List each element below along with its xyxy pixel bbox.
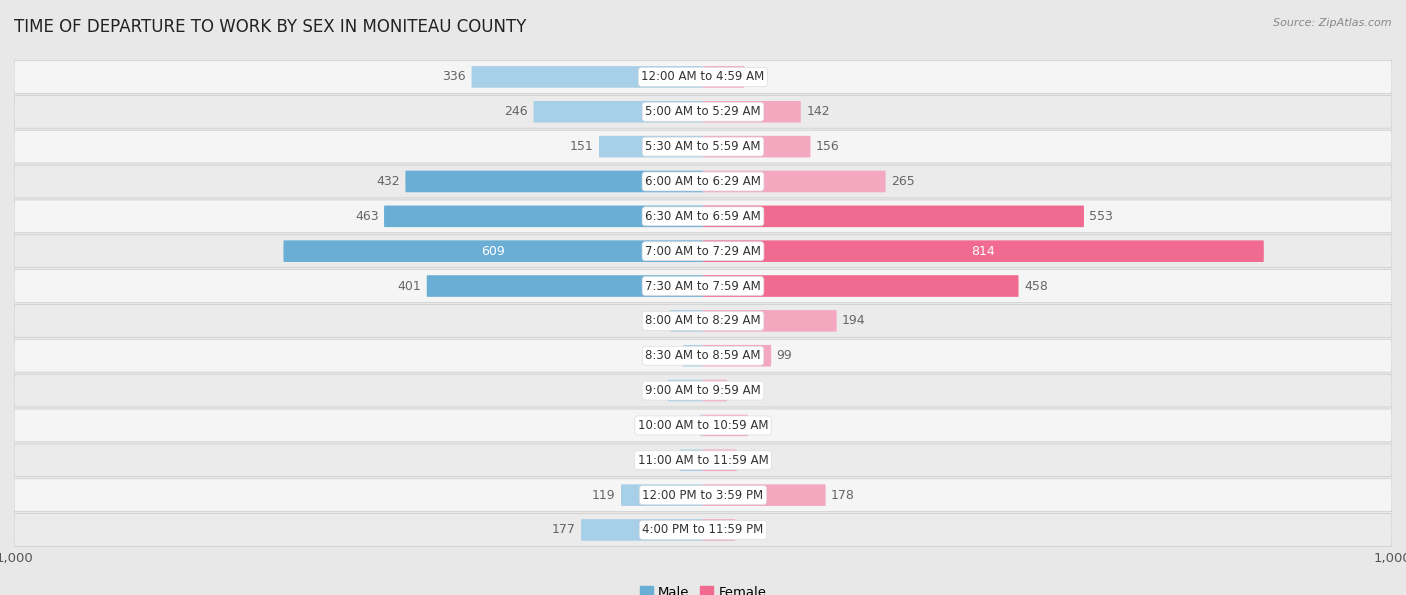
Text: 51: 51 <box>647 384 662 397</box>
Text: 458: 458 <box>1024 280 1047 293</box>
Text: 99: 99 <box>776 349 793 362</box>
FancyBboxPatch shape <box>14 270 1392 302</box>
Text: 60: 60 <box>749 70 766 83</box>
FancyBboxPatch shape <box>703 136 810 158</box>
Text: 432: 432 <box>377 175 399 188</box>
Text: 5:00 AM to 5:29 AM: 5:00 AM to 5:29 AM <box>645 105 761 118</box>
Text: 142: 142 <box>807 105 830 118</box>
Text: 401: 401 <box>398 280 422 293</box>
FancyBboxPatch shape <box>703 449 737 471</box>
Text: 265: 265 <box>891 175 915 188</box>
Text: 9:00 AM to 9:59 AM: 9:00 AM to 9:59 AM <box>645 384 761 397</box>
Text: 177: 177 <box>551 524 575 537</box>
FancyBboxPatch shape <box>703 345 772 367</box>
Text: 7:30 AM to 7:59 AM: 7:30 AM to 7:59 AM <box>645 280 761 293</box>
FancyBboxPatch shape <box>14 130 1392 163</box>
FancyBboxPatch shape <box>14 235 1392 268</box>
FancyBboxPatch shape <box>14 513 1392 546</box>
FancyBboxPatch shape <box>14 409 1392 442</box>
FancyBboxPatch shape <box>14 61 1392 93</box>
FancyBboxPatch shape <box>683 345 703 367</box>
FancyBboxPatch shape <box>284 240 703 262</box>
FancyBboxPatch shape <box>703 66 744 87</box>
Text: TIME OF DEPARTURE TO WORK BY SEX IN MONITEAU COUNTY: TIME OF DEPARTURE TO WORK BY SEX IN MONI… <box>14 18 526 36</box>
FancyBboxPatch shape <box>14 200 1392 233</box>
Text: 11:00 AM to 11:59 AM: 11:00 AM to 11:59 AM <box>638 454 768 466</box>
Text: 814: 814 <box>972 245 995 258</box>
Text: 47: 47 <box>741 524 756 537</box>
FancyBboxPatch shape <box>703 310 837 331</box>
Text: 12:00 PM to 3:59 PM: 12:00 PM to 3:59 PM <box>643 488 763 502</box>
FancyBboxPatch shape <box>703 171 886 192</box>
Text: 65: 65 <box>754 419 769 432</box>
FancyBboxPatch shape <box>703 240 1264 262</box>
FancyBboxPatch shape <box>703 205 1084 227</box>
FancyBboxPatch shape <box>703 101 801 123</box>
FancyBboxPatch shape <box>14 165 1392 198</box>
FancyBboxPatch shape <box>384 205 703 227</box>
Legend: Male, Female: Male, Female <box>634 580 772 595</box>
Text: 7:00 AM to 7:29 AM: 7:00 AM to 7:29 AM <box>645 245 761 258</box>
FancyBboxPatch shape <box>405 171 703 192</box>
Text: 8:00 AM to 8:29 AM: 8:00 AM to 8:29 AM <box>645 314 761 327</box>
FancyBboxPatch shape <box>668 380 703 402</box>
FancyBboxPatch shape <box>14 374 1392 407</box>
FancyBboxPatch shape <box>14 339 1392 372</box>
Text: 10:00 AM to 10:59 AM: 10:00 AM to 10:59 AM <box>638 419 768 432</box>
FancyBboxPatch shape <box>14 95 1392 128</box>
FancyBboxPatch shape <box>599 136 703 158</box>
Text: 336: 336 <box>443 70 465 83</box>
FancyBboxPatch shape <box>700 415 703 436</box>
Text: 4:00 PM to 11:59 PM: 4:00 PM to 11:59 PM <box>643 524 763 537</box>
FancyBboxPatch shape <box>703 380 727 402</box>
FancyBboxPatch shape <box>581 519 703 541</box>
Text: 463: 463 <box>354 210 378 223</box>
FancyBboxPatch shape <box>471 66 703 87</box>
FancyBboxPatch shape <box>621 484 703 506</box>
Text: 553: 553 <box>1090 210 1114 223</box>
Text: 4: 4 <box>688 419 695 432</box>
Text: 5:30 AM to 5:59 AM: 5:30 AM to 5:59 AM <box>645 140 761 153</box>
FancyBboxPatch shape <box>427 275 703 297</box>
Text: 48: 48 <box>648 314 665 327</box>
Text: 151: 151 <box>569 140 593 153</box>
Text: 8:30 AM to 8:59 AM: 8:30 AM to 8:59 AM <box>645 349 761 362</box>
Text: 246: 246 <box>505 105 529 118</box>
Text: 29: 29 <box>662 349 678 362</box>
FancyBboxPatch shape <box>14 479 1392 512</box>
Text: 119: 119 <box>592 488 616 502</box>
Text: 609: 609 <box>481 245 505 258</box>
FancyBboxPatch shape <box>703 519 735 541</box>
Text: 194: 194 <box>842 314 866 327</box>
Text: 34: 34 <box>658 454 673 466</box>
FancyBboxPatch shape <box>14 305 1392 337</box>
FancyBboxPatch shape <box>14 444 1392 477</box>
Text: 35: 35 <box>733 384 748 397</box>
FancyBboxPatch shape <box>703 275 1018 297</box>
Text: 6:30 AM to 6:59 AM: 6:30 AM to 6:59 AM <box>645 210 761 223</box>
Text: 12:00 AM to 4:59 AM: 12:00 AM to 4:59 AM <box>641 70 765 83</box>
FancyBboxPatch shape <box>703 484 825 506</box>
Text: 6:00 AM to 6:29 AM: 6:00 AM to 6:29 AM <box>645 175 761 188</box>
FancyBboxPatch shape <box>533 101 703 123</box>
FancyBboxPatch shape <box>669 310 703 331</box>
Text: 49: 49 <box>742 454 758 466</box>
Text: 156: 156 <box>815 140 839 153</box>
FancyBboxPatch shape <box>703 415 748 436</box>
Text: 178: 178 <box>831 488 855 502</box>
FancyBboxPatch shape <box>679 449 703 471</box>
Text: Source: ZipAtlas.com: Source: ZipAtlas.com <box>1274 18 1392 28</box>
